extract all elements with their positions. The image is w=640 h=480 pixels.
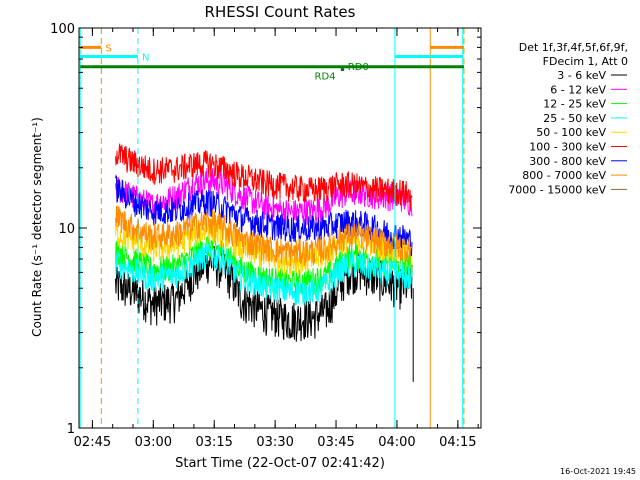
flag-label-n: N: [142, 53, 149, 64]
series-trace-3: [115, 240, 413, 306]
legend: Det 1f,3f,4f,5f,6f,9f,FDecim 1, Att 03 -…: [508, 41, 628, 196]
legend-label-2: 12 - 25 keV: [543, 98, 606, 111]
flag-label-rd0: RD0: [348, 62, 369, 73]
footer-timestamp: 16-Oct-2021 19:45: [560, 467, 636, 476]
x-tick-label-2: 03:15: [195, 435, 232, 450]
x-tick-label-0: 02:45: [74, 435, 111, 450]
series-trace-7: [115, 205, 412, 267]
x-tick-label-1: 03:00: [135, 435, 172, 450]
legend-label-1: 6 - 12 keV: [550, 83, 606, 96]
legend-label-6: 300 - 800 keV: [529, 155, 606, 168]
legend-label-5: 100 - 300 keV: [529, 141, 606, 154]
series-trace-1: [115, 168, 413, 226]
legend-label-3: 25 - 50 keV: [543, 112, 606, 125]
legend-label-4: 50 - 100 keV: [536, 126, 606, 139]
plot-area: S N RD0 RD4 02:45 03:00 03:15 03:30 03:45 04:00 04…: [50, 22, 482, 450]
legend-label-0: 3 - 6 keV: [557, 69, 606, 82]
flag-label-rd4: RD4: [315, 72, 336, 83]
legend-label-8: 7000 - 15000 keV: [508, 183, 606, 196]
x-tick-label-5: 04:00: [378, 435, 415, 450]
legend-header-1: FDecim 1, Att 0: [543, 55, 628, 68]
x-tick-label-6: 04:15: [439, 435, 476, 450]
y-tick-label-0: 1: [67, 422, 75, 437]
y-tick-label-1: 10: [58, 222, 75, 237]
flag-label-s: S: [105, 43, 111, 54]
chart-title: RHESSI Count Rates: [205, 3, 356, 21]
x-axis-label: Start Time (22-Oct-07 02:41:42): [175, 456, 385, 471]
y-axis-label: Count Rate (s⁻¹ detector segment⁻¹): [30, 117, 44, 337]
y-tick-label-2: 100: [50, 22, 75, 37]
x-tick-label-4: 03:45: [317, 435, 354, 450]
series-trace-5: [115, 143, 413, 210]
legend-label-7: 800 - 7000 keV: [522, 169, 606, 182]
x-tick-label-3: 03:30: [256, 435, 293, 450]
legend-header-0: Det 1f,3f,4f,5f,6f,9f,: [519, 41, 628, 54]
